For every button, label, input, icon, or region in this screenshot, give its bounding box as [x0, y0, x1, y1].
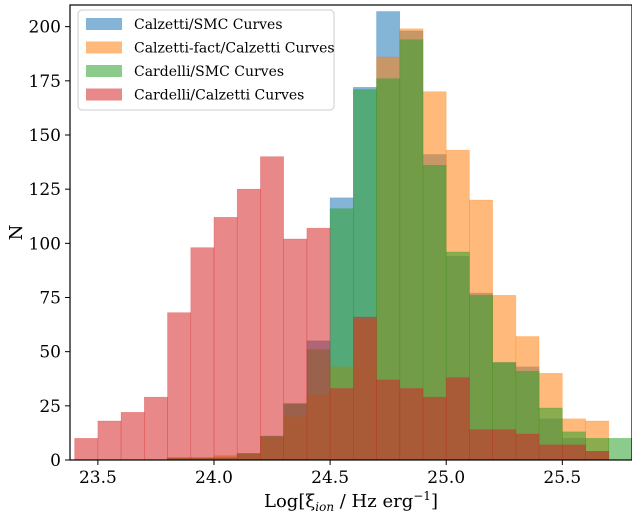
histogram-bar	[353, 316, 377, 461]
y-axis-label: N	[6, 225, 27, 241]
histogram-bar	[97, 420, 122, 461]
legend-box	[77, 9, 335, 111]
histogram-bar	[74, 438, 99, 461]
histogram-bar	[167, 312, 192, 461]
x-axis-label: Log[ξion / Hz erg−1]	[264, 489, 438, 514]
histogram-bar	[492, 429, 517, 461]
histogram-bar	[306, 227, 331, 461]
x-tick-label: 25.0	[427, 468, 465, 488]
x-axis-ticks: 23.5 24.0 24.5 25.0 25.5	[79, 460, 581, 488]
legend-label: Cardelli/Calzetti Curves	[134, 88, 304, 104]
y-tick-label: 50	[39, 343, 61, 363]
legend: Calzetti/SMC Curves Calzetti-fact/Calzett…	[77, 9, 335, 111]
legend-swatch	[86, 41, 122, 54]
y-axis-ticks: 0 25 50 75 100 125 150 175 200	[29, 18, 70, 471]
plot-frame	[69, 4, 632, 461]
histogram-bar	[283, 238, 308, 461]
legend-swatch	[86, 18, 122, 30]
y-tick-label: 125	[29, 180, 61, 200]
histogram-bar	[538, 444, 563, 461]
legend-label: Cardelli/SMC Curves	[134, 64, 284, 80]
histogram-bar	[422, 396, 447, 461]
legend-label: Calzetti/SMC Curves	[134, 17, 283, 33]
x-tick-label: 25.5	[543, 468, 581, 488]
y-tick-label: 200	[29, 18, 61, 38]
x-tick-label: 24.0	[195, 468, 233, 488]
histogram-bar	[329, 388, 354, 461]
legend-swatch	[86, 88, 122, 101]
histogram-bar	[585, 451, 610, 461]
y-tick-label: 0	[50, 451, 61, 471]
x-tick-label: 23.5	[79, 468, 117, 488]
histogram-bar	[608, 438, 632, 461]
y-tick-label: 150	[29, 126, 61, 146]
histogram-bars	[74, 11, 632, 461]
legend-label: Calzetti-fact/Calzetti Curves	[134, 41, 335, 57]
histogram-bar	[399, 388, 424, 461]
series-4-bars	[74, 156, 610, 461]
y-tick-label: 75	[39, 289, 61, 309]
y-tick-label: 25	[39, 397, 61, 417]
histogram-bar	[445, 377, 470, 461]
histogram-bar	[469, 429, 493, 461]
histogram-bar	[236, 188, 261, 461]
histogram-bar	[562, 444, 586, 461]
y-tick-label: 175	[29, 72, 61, 92]
histogram-bar	[190, 247, 215, 461]
legend-swatch	[86, 65, 122, 77]
histogram-bar	[213, 217, 238, 461]
histogram-bar	[260, 156, 284, 461]
x-tick-label: 24.5	[311, 468, 349, 488]
histogram-bar	[515, 433, 540, 461]
y-tick-label: 100	[29, 234, 61, 254]
histogram-bar	[376, 379, 401, 461]
histogram-bar	[120, 412, 145, 461]
histogram-bar	[144, 396, 168, 461]
